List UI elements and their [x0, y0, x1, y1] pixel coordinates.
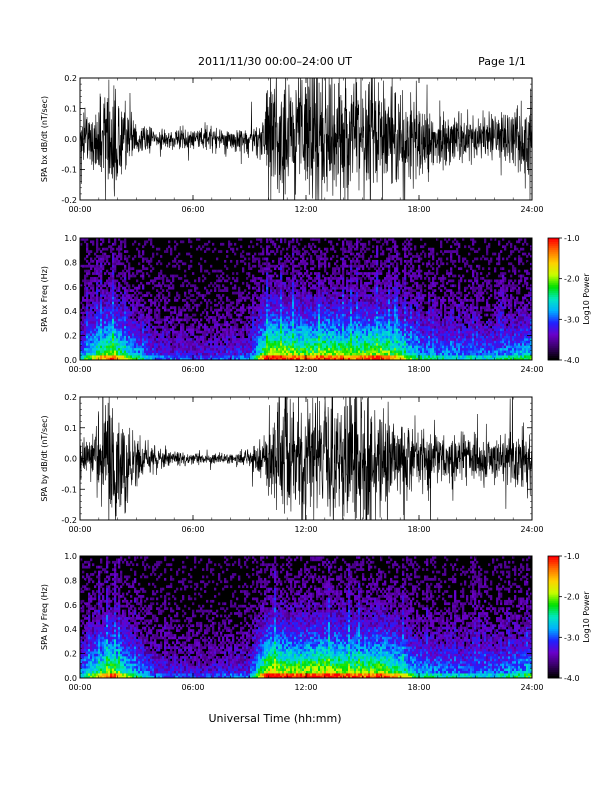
y-tick-label: 0.4: [64, 307, 77, 316]
y-tick-label: 0.0: [64, 455, 77, 464]
colorbar-tick-label: -1.0: [564, 552, 580, 561]
panel-4: -1.0 -2.0 -3.0 -4.0 Log10 Power 0.0 0.2 0.4 0.6 0…: [40, 552, 591, 692]
colorbar-tick-label: -4.0: [564, 674, 580, 683]
x-tick-label: 12:00: [294, 683, 317, 692]
y-axis-label: SPA bx Freq (Hz): [40, 266, 49, 332]
colorbar-label: Log10 Power: [582, 591, 591, 643]
x-tick-label: 18:00: [407, 365, 430, 374]
colorbar: -1.0 -2.0 -3.0 -4.0 Log10 Power: [548, 234, 591, 365]
colorbar-tick-label: -2.0: [564, 593, 580, 602]
page-number: Page 1/1: [478, 55, 526, 68]
colorbar-tick-label: -4.0: [564, 356, 580, 365]
x-tick-label: 18:00: [407, 205, 430, 214]
panel-1: -0.2 -0.1 0.0 0.1 0.2 00:00 06:00 12:00 18:00 24:…: [40, 53, 544, 250]
y-tick-label: -0.2: [61, 196, 77, 205]
x-tick-label: 12:00: [294, 205, 317, 214]
y-tick-label: 1.0: [64, 552, 77, 561]
y-tick-label: 0.2: [64, 74, 77, 83]
y-tick-label: 0.1: [64, 424, 77, 433]
y-tick-label: -0.1: [61, 166, 77, 175]
y-axis-label: SPA bx dB/dt (nT/sec): [40, 96, 49, 182]
x-tick-label: 24:00: [520, 205, 543, 214]
y-tick-label: -0.2: [61, 516, 77, 525]
y-tick-label: 0.6: [64, 283, 77, 292]
y-tick-label: 0.0: [64, 356, 77, 365]
y-tick-label: 0.2: [64, 332, 77, 341]
panels: -0.2 -0.1 0.0 0.1 0.2 00:00 06:00 12:00 18:00 24:…: [40, 53, 591, 692]
x-tick-label: 00:00: [68, 683, 91, 692]
x-axis-title: Universal Time (hh:mm): [209, 712, 342, 725]
y-tick-label: 0.8: [64, 258, 77, 267]
x-tick-label: 24:00: [520, 683, 543, 692]
panel-2: -1.0 -2.0 -3.0 -4.0 Log10 Power 0.0 0.2 0.4 0.6 0…: [40, 234, 591, 374]
x-tick-label: 06:00: [181, 205, 204, 214]
x-tick-label: 06:00: [181, 525, 204, 534]
colorbar: -1.0 -2.0 -3.0 -4.0 Log10 Power: [548, 552, 591, 683]
x-tick-label: 00:00: [68, 525, 91, 534]
colorbar-tick-label: -3.0: [564, 633, 580, 642]
y-tick-label: 0.1: [64, 105, 77, 114]
y-tick-label: -0.1: [61, 485, 77, 494]
x-tick-label: 00:00: [68, 205, 91, 214]
y-tick-label: 0.4: [64, 625, 77, 634]
x-tick-label: 24:00: [520, 525, 543, 534]
y-tick-label: 1.0: [64, 234, 77, 243]
x-tick-label: 18:00: [407, 683, 430, 692]
y-tick-label: 0.0: [64, 135, 77, 144]
y-tick-label: 0.2: [64, 393, 77, 402]
colorbar-tick-label: -2.0: [564, 275, 580, 284]
x-tick-label: 18:00: [407, 525, 430, 534]
x-tick-label: 12:00: [294, 365, 317, 374]
y-tick-label: 0.0: [64, 674, 77, 683]
y-axis-label: SPA by dB/dt (nT/sec): [40, 415, 49, 501]
y-tick-label: 0.8: [64, 576, 77, 585]
x-tick-label: 00:00: [68, 365, 91, 374]
x-tick-label: 06:00: [181, 365, 204, 374]
figure-title: 2011/11/30 00:00–24:00 UT: [198, 55, 352, 68]
colorbar-label: Log10 Power: [582, 273, 591, 325]
x-tick-label: 06:00: [181, 683, 204, 692]
y-tick-label: 0.6: [64, 601, 77, 610]
colorbar-tick-label: -1.0: [564, 234, 580, 243]
y-axis-label: SPA by Freq (Hz): [40, 584, 49, 650]
x-tick-label: 24:00: [520, 365, 543, 374]
colorbar-tick-label: -3.0: [564, 315, 580, 324]
y-tick-label: 0.2: [64, 650, 77, 659]
x-tick-label: 12:00: [294, 525, 317, 534]
